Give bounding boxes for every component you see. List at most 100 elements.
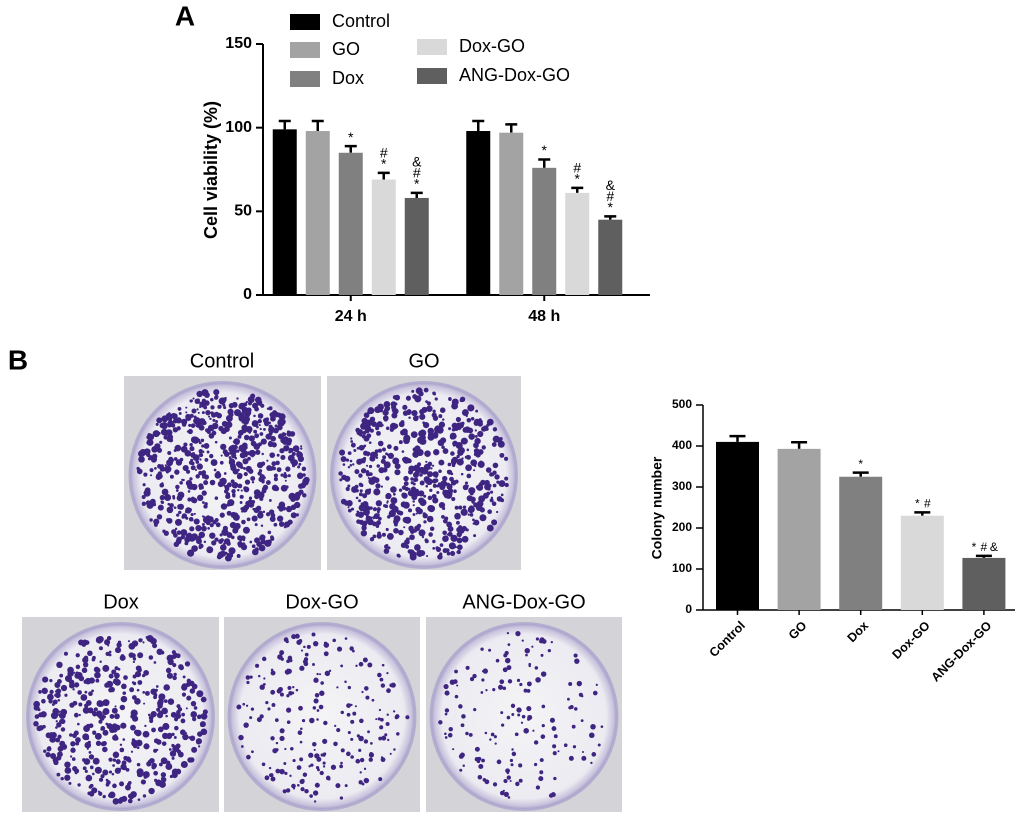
colony xyxy=(70,741,76,747)
colony xyxy=(72,766,78,772)
colony xyxy=(212,418,216,422)
colony xyxy=(85,736,90,741)
colony xyxy=(203,504,208,509)
colony xyxy=(409,526,414,530)
error-bar xyxy=(538,158,551,168)
colony xyxy=(166,437,172,442)
colony xyxy=(185,415,192,421)
colony xyxy=(207,415,211,418)
colony xyxy=(204,392,210,398)
colony xyxy=(84,741,92,749)
colony xyxy=(192,436,200,444)
colony xyxy=(358,492,363,497)
colony xyxy=(517,713,521,717)
colony xyxy=(114,705,117,708)
colony xyxy=(75,671,79,675)
colony xyxy=(500,711,504,715)
colony xyxy=(458,505,463,510)
colony xyxy=(133,715,136,718)
colony xyxy=(576,680,583,687)
colony xyxy=(181,712,185,717)
colony xyxy=(191,497,198,504)
colony xyxy=(466,417,472,423)
colony xyxy=(203,540,207,544)
colony xyxy=(539,770,544,775)
colony xyxy=(218,425,224,432)
colony xyxy=(82,661,89,668)
colony xyxy=(354,469,360,475)
annotation: * xyxy=(348,129,354,145)
colony xyxy=(465,528,469,532)
colony xyxy=(77,783,81,787)
colony xyxy=(300,727,303,731)
colony xyxy=(410,481,414,485)
colony xyxy=(455,416,461,423)
colony xyxy=(292,758,296,763)
colony xyxy=(161,415,169,423)
colony xyxy=(89,791,95,797)
colony xyxy=(220,503,228,510)
colony xyxy=(462,505,467,510)
colony xyxy=(182,478,185,482)
colony xyxy=(95,667,101,673)
colony xyxy=(131,640,139,647)
colony xyxy=(282,473,288,479)
colony xyxy=(187,497,192,502)
colony xyxy=(492,483,497,488)
colony xyxy=(130,791,137,798)
colony xyxy=(590,761,593,765)
colony xyxy=(266,459,269,462)
colony xyxy=(376,510,380,514)
colony xyxy=(358,661,364,667)
colony xyxy=(323,651,329,657)
colony xyxy=(209,532,216,539)
colony xyxy=(365,419,373,427)
colony xyxy=(283,762,287,765)
colony xyxy=(224,396,227,400)
colony xyxy=(334,724,337,728)
colony xyxy=(244,479,251,485)
colony xyxy=(477,430,484,438)
colony xyxy=(173,717,179,722)
colony xyxy=(219,533,223,537)
error-bar xyxy=(344,144,357,153)
colony xyxy=(431,493,437,499)
colony xyxy=(323,720,328,726)
colony xyxy=(506,631,510,635)
colony xyxy=(377,513,380,516)
colony xyxy=(389,503,396,510)
colony xyxy=(366,454,370,457)
colony xyxy=(503,779,508,784)
colony xyxy=(390,498,396,503)
colony xyxy=(243,434,250,441)
colony xyxy=(108,770,113,774)
colony xyxy=(261,762,266,767)
colony xyxy=(68,682,75,689)
colony xyxy=(520,721,524,724)
colony xyxy=(117,640,122,645)
colony xyxy=(201,490,207,496)
colony xyxy=(432,497,439,504)
colony xyxy=(200,696,207,703)
colony xyxy=(279,650,285,656)
colony xyxy=(377,717,381,721)
colony xyxy=(423,494,427,498)
colony xyxy=(286,430,293,437)
colony xyxy=(456,454,460,459)
colony xyxy=(455,520,460,525)
colony xyxy=(425,400,428,403)
colony xyxy=(147,713,151,717)
colony xyxy=(102,746,108,753)
colony xyxy=(169,503,174,508)
colony xyxy=(458,753,464,759)
colony xyxy=(402,410,409,416)
colony xyxy=(302,659,308,665)
colony xyxy=(173,735,177,739)
colony xyxy=(535,785,541,790)
colony xyxy=(320,681,324,685)
colony xyxy=(285,639,289,644)
colony xyxy=(353,449,357,452)
colony xyxy=(377,440,384,447)
colony xyxy=(454,694,459,699)
